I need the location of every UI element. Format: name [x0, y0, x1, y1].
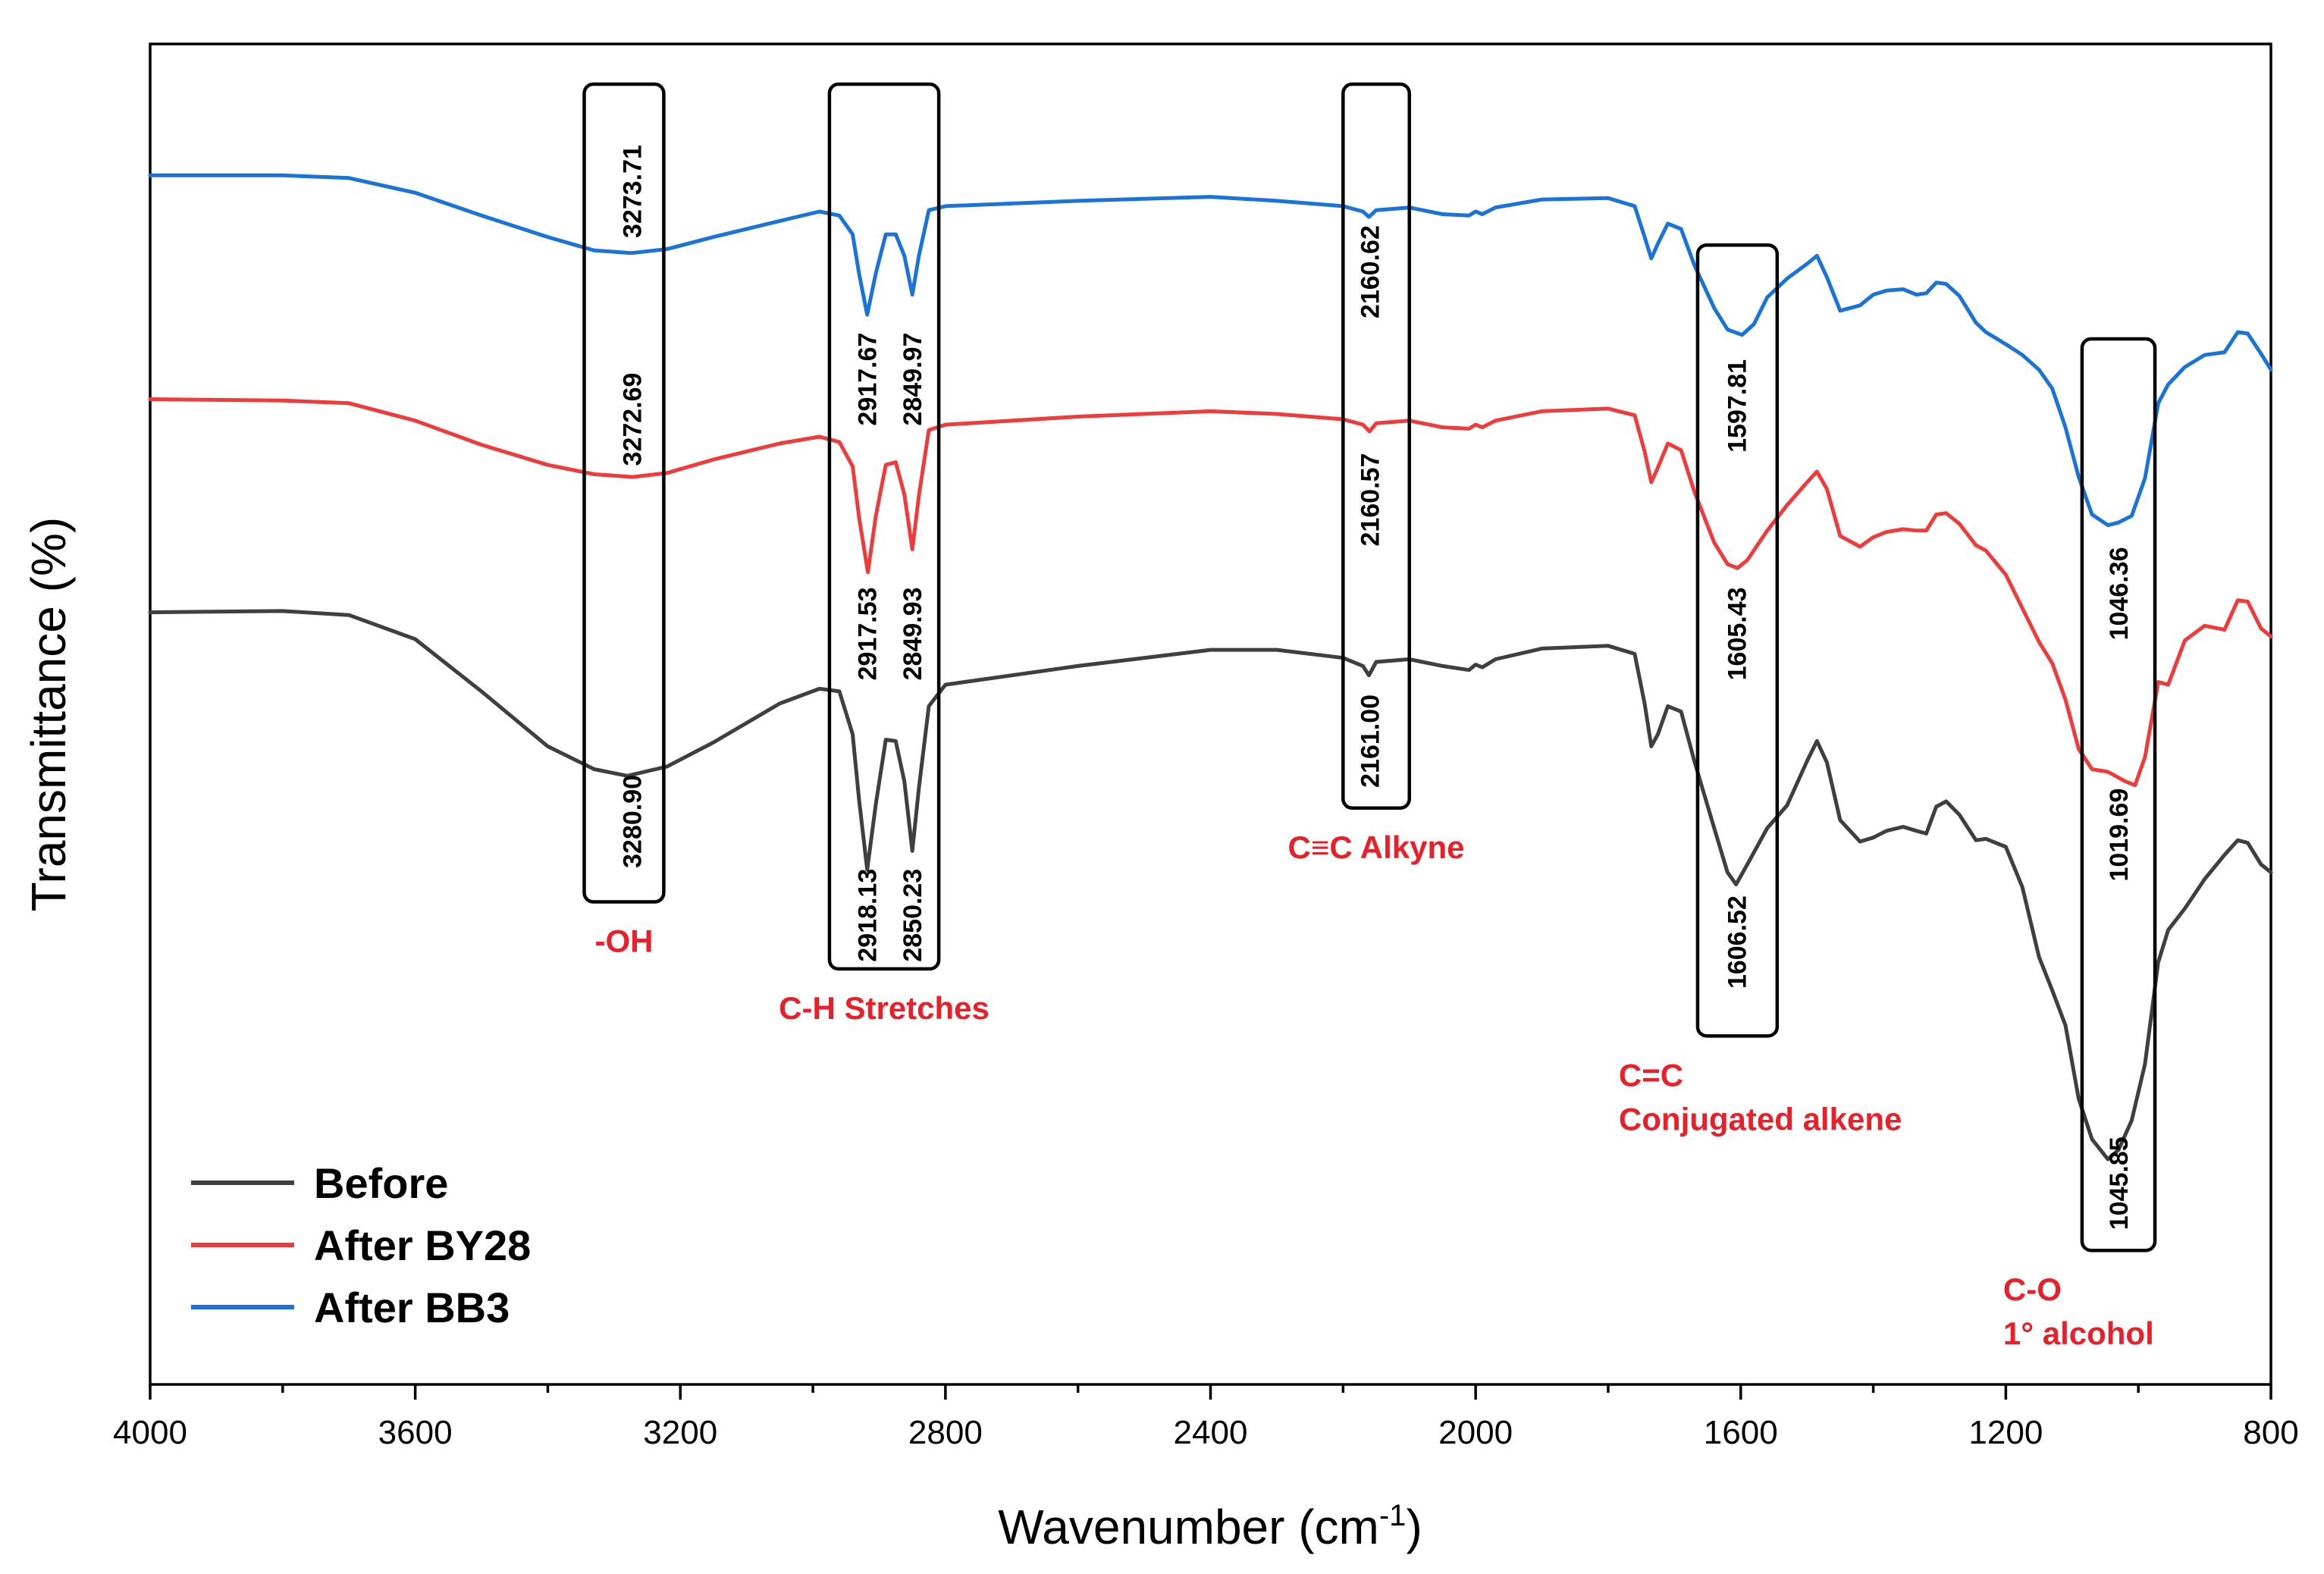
group-label: Conjugated alkene	[1619, 1101, 1902, 1137]
x-tick-label: 800	[2243, 1414, 2298, 1451]
x-tick-label: 1600	[1704, 1414, 1778, 1451]
group-label: -OH	[594, 923, 653, 959]
group-label: C-H Stretches	[779, 990, 990, 1026]
legend-label: After BB3	[314, 1284, 510, 1331]
series-line-after-by28	[148, 397, 2273, 788]
peak-label: 3280.90	[618, 775, 647, 868]
plot-frame	[149, 42, 2272, 1386]
peak-label: 2849.93	[899, 587, 927, 680]
peak-label: 1605.43	[1723, 587, 1752, 680]
peak-label: 2917.53	[854, 587, 883, 680]
x-tick-label: 3600	[378, 1414, 453, 1451]
annotation-box	[1695, 243, 1780, 1038]
peak-label: 2849.97	[899, 333, 927, 426]
peak-label: 1019.69	[2105, 789, 2134, 882]
peak-label: 2160.57	[1356, 453, 1385, 547]
annotation-box	[2080, 337, 2157, 1253]
peak-label: 1606.52	[1723, 895, 1752, 989]
peak-label: 1046.36	[2105, 547, 2134, 640]
x-tick-label: 2000	[1438, 1414, 1513, 1451]
x-tick-label: 3200	[643, 1414, 717, 1451]
peak-label: 3273.71	[618, 145, 647, 238]
series-layer	[148, 173, 2273, 1162]
peak-label: 2918.13	[854, 869, 883, 962]
legend-label: After BY28	[314, 1221, 531, 1269]
annotation-box	[827, 82, 941, 971]
y-axis-title: Transmittance (%)	[21, 517, 76, 911]
group-label: C=C	[1619, 1057, 1683, 1093]
peak-label: 2160.62	[1356, 225, 1385, 318]
annotation-layer: 3273.71 3272.69 3280.90 -OH 2917.67 2849.97 29…	[582, 82, 2157, 1351]
legend-label: Before	[314, 1159, 448, 1207]
x-tick-label: 4000	[113, 1414, 187, 1451]
peak-label: 2850.23	[899, 869, 927, 962]
peak-label: 2161.00	[1356, 695, 1385, 788]
peak-label: 2917.67	[854, 333, 883, 426]
peak-label: 1597.81	[1723, 359, 1752, 453]
x-axis-title-end: )	[1406, 1500, 1422, 1554]
series-line-before	[148, 609, 2273, 1162]
x-tick-label: 2400	[1174, 1414, 1248, 1451]
annotation-box	[1341, 82, 1411, 811]
x-axis-ticks: 4000 3600 3200 2800 2400 2000 1600 1200 800	[113, 1384, 2299, 1451]
group-label: C≡C Alkyne	[1288, 829, 1465, 865]
x-tick-label: 2800	[908, 1414, 983, 1451]
legend: Before After BY28 After BB3	[191, 1159, 531, 1331]
group-label: C-O	[2003, 1271, 2062, 1307]
x-tick-label: 1200	[1968, 1414, 2043, 1451]
group-label: 1° alcohol	[2003, 1315, 2154, 1351]
peak-label: 1045.85	[2105, 1137, 2134, 1230]
series-line-after-bb3	[148, 173, 2273, 528]
x-axis-title-superscript: -1	[1379, 1499, 1407, 1532]
peak-label: 3272.69	[618, 373, 647, 466]
x-axis-title: Wavenumber (cm-1)	[998, 1499, 1422, 1554]
annotation-box	[582, 82, 666, 904]
